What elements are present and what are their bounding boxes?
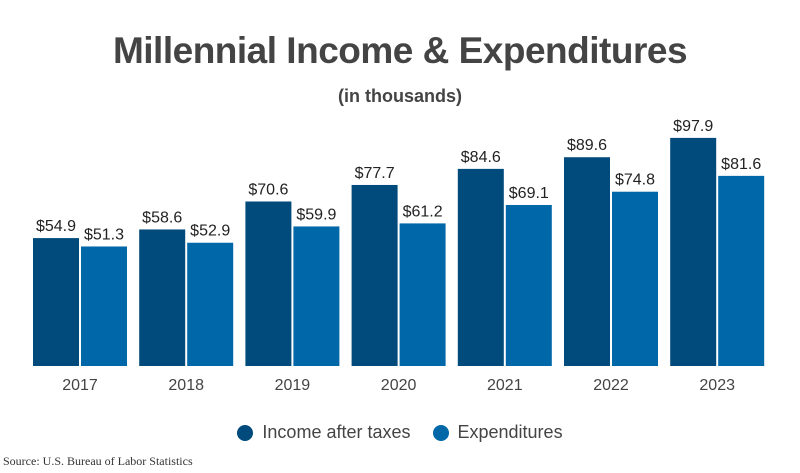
x-tick-label: 2017: [62, 377, 98, 394]
x-tick-label: 2021: [487, 377, 523, 394]
bar-expenditures-2023: [718, 175, 765, 366]
chart-subtitle: (in thousands): [338, 86, 462, 106]
legend-swatch-expenditures: [432, 424, 449, 441]
legend-swatch-income: [237, 424, 254, 441]
data-label: $97.9: [673, 118, 713, 135]
bar-income-2023: [670, 137, 717, 366]
bar-income-2020: [351, 184, 398, 366]
legend-item-expenditures: Expenditures: [432, 422, 563, 443]
data-label: $61.2: [403, 203, 443, 220]
data-label: $74.8: [615, 172, 655, 189]
bar-income-2018: [139, 229, 186, 366]
data-label: $51.3: [84, 226, 124, 243]
bar-expenditures-2021: [505, 204, 552, 366]
data-label: $77.7: [355, 165, 395, 182]
data-label: $81.6: [721, 156, 761, 173]
x-tick-label: 2022: [593, 377, 629, 394]
x-tick-label: 2020: [381, 377, 417, 394]
data-label: $84.6: [461, 149, 501, 166]
data-label: $89.6: [567, 137, 607, 154]
chart-title: Millennial Income & Expenditures: [112, 30, 688, 71]
x-tick-label: 2019: [275, 377, 311, 394]
legend-label-expenditures: Expenditures: [457, 422, 563, 442]
data-label: $70.6: [248, 182, 288, 199]
bar-expenditures-2020: [399, 223, 446, 366]
data-label: $69.1: [509, 185, 549, 202]
bar-expenditures-2018: [187, 242, 234, 366]
bar-income-2017: [33, 238, 79, 366]
legend-item-income: Income after taxes: [237, 422, 411, 443]
bar-income-2021: [457, 168, 504, 366]
bar-income-2022: [564, 157, 610, 366]
legend: Income after taxes Expenditures: [0, 422, 800, 443]
bar-expenditures-2019: [293, 226, 340, 366]
bar-expenditures-2022: [612, 191, 658, 366]
x-tick-label: 2018: [168, 377, 204, 394]
source-note: Source: U.S. Bureau of Labor Statistics: [3, 454, 193, 468]
data-label: $58.6: [142, 209, 182, 226]
legend-label-income: Income after taxes: [262, 422, 411, 442]
bar-expenditures-2017: [81, 246, 127, 366]
bar-income-2019: [245, 201, 292, 366]
data-label: $54.9: [36, 218, 76, 235]
data-label: $52.9: [190, 223, 230, 240]
data-label: $59.9: [296, 206, 336, 223]
x-tick-label: 2023: [699, 377, 735, 394]
